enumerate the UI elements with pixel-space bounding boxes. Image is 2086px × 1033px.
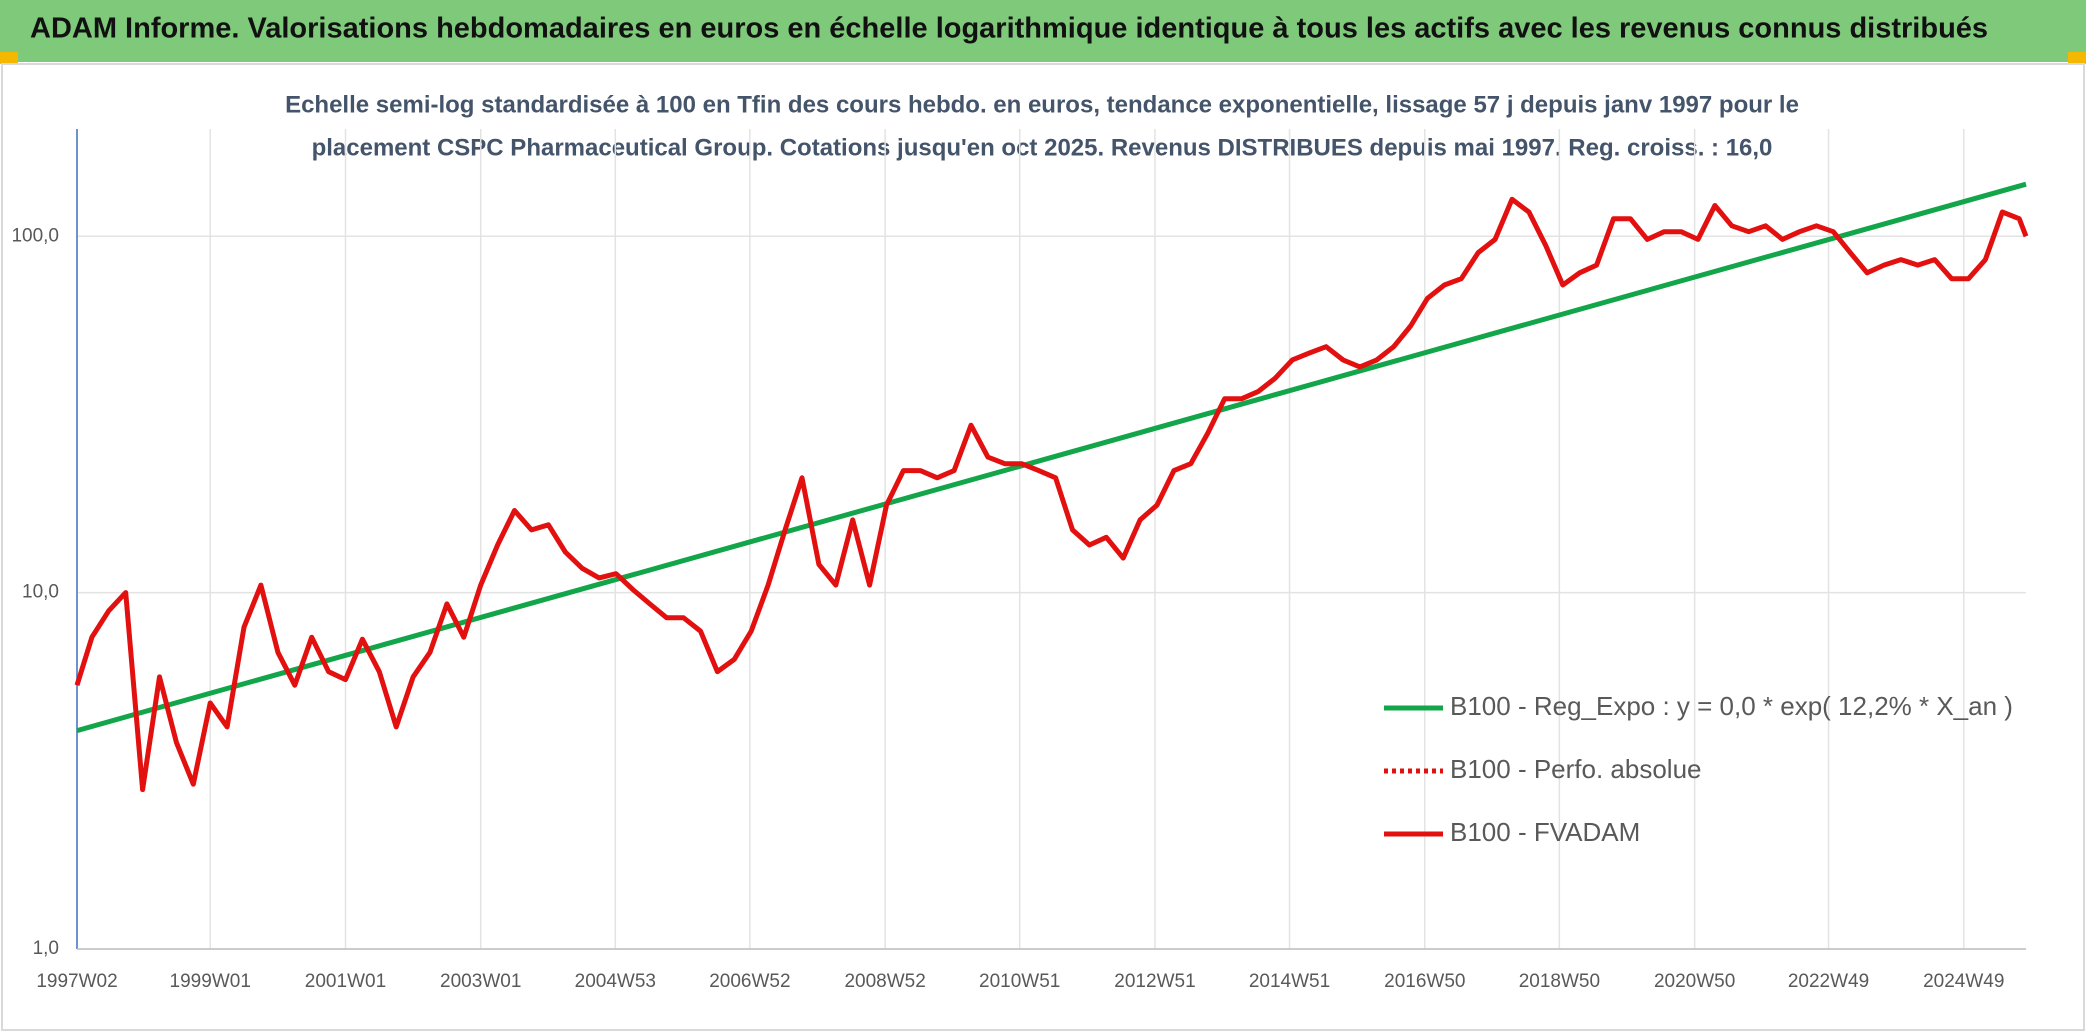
subtitle: Echelle semi-log standardisée à 100 en T…: [285, 91, 1799, 118]
x-tick-label: 2024W49: [1923, 971, 2004, 992]
legend-label: B100 - FVADAM: [1450, 817, 1640, 847]
x-tick-label: 1997W02: [36, 971, 117, 992]
series-line: [76, 181, 2027, 734]
x-tick-label: 2001W01: [305, 971, 386, 992]
x-tick-label: 2022W49: [1788, 971, 1869, 992]
x-tick-label: 2008W52: [844, 971, 925, 992]
x-tick-label: 2012W51: [1114, 971, 1195, 992]
frame: [1, 63, 2085, 1031]
legend-label: B100 - Perfo. absolue: [1450, 754, 1702, 784]
subtitle: placement CSPC Pharmaceutical Group. Cot…: [312, 134, 1773, 161]
x-tick-label: 2010W51: [979, 971, 1060, 992]
y-tick-label: 100,0: [11, 225, 59, 246]
series-line: [74, 196, 2029, 793]
y-tick-label: 1,0: [33, 938, 59, 959]
corner: [0, 52, 18, 64]
header-title: ADAM Informe. Valorisations hebdomadaire…: [30, 13, 1988, 45]
x-tick-label: 2016W50: [1384, 971, 1465, 992]
x-tick-label: 2018W50: [1519, 971, 1600, 992]
x-tick-label: 2003W01: [440, 971, 521, 992]
x-tick-label: 1999W01: [170, 971, 251, 992]
y-tick-label: 10,0: [22, 582, 59, 603]
x-tick-label: 2020W50: [1654, 971, 1735, 992]
legend-label: B100 - Reg_Expo : y = 0,0 * exp( 12,2% *…: [1450, 691, 2013, 721]
x-tick-label: 2004W53: [575, 971, 656, 992]
header-bar: [0, 0, 2086, 62]
corner: [2068, 52, 2086, 64]
x-tick-label: 2006W52: [709, 971, 790, 992]
x-tick-label: 2014W51: [1249, 971, 1330, 992]
